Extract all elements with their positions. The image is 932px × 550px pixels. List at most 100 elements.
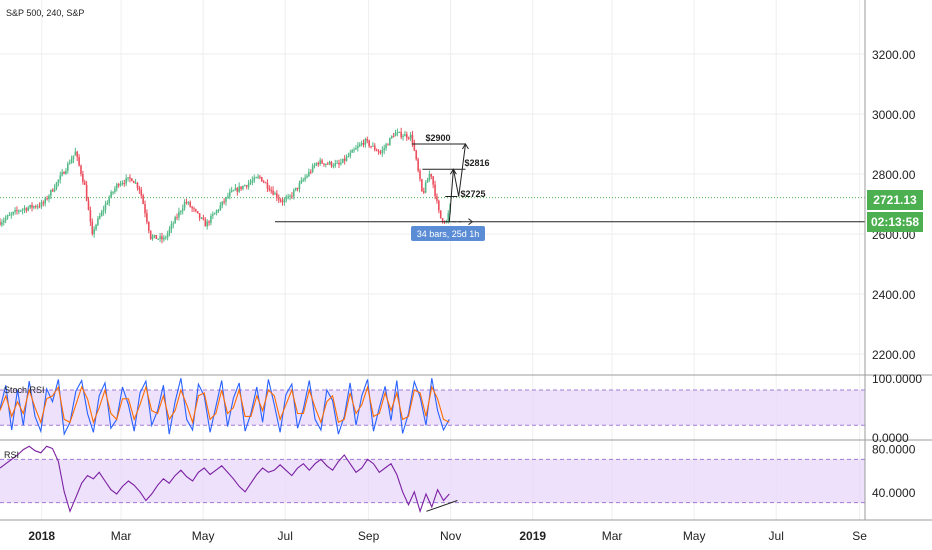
candle-body [274,193,276,195]
candle-body [89,210,92,222]
candle-body [215,210,218,213]
candle-body [357,146,359,149]
candle-body [33,206,35,208]
symbol-title[interactable]: S&P 500, 240, S&P [6,8,84,18]
candle-body [355,148,357,150]
candle-body [323,163,325,165]
candle-body [390,136,393,138]
candle-body [123,183,126,185]
candle-body [185,202,188,204]
candle-body [245,185,248,187]
time-tick-label: Jul [278,529,293,543]
price-tick-label: 3000.00 [872,108,916,122]
time-tick-label: Jul [769,529,784,543]
candle-body [10,213,13,215]
candle-body [413,142,416,151]
candle-body [65,170,67,174]
candle-body [394,133,397,137]
bars-range-badge[interactable]: 34 bars, 25d 1h [411,226,485,241]
candle-body [153,235,156,237]
time-tick-label: Sep [358,529,380,543]
candle-body [334,163,337,166]
candles [0,127,451,244]
annotation-2725[interactable]: $2725 [460,189,485,199]
price-tick-label: 3200.00 [872,48,916,62]
candle-body [279,199,282,202]
candle-body [411,134,414,143]
candle-body [238,186,240,192]
candle-body [306,175,308,178]
candle-body [189,202,192,207]
candle-body [347,155,350,157]
candle-body [136,182,139,188]
candle-body [57,179,60,183]
candle-body [110,192,112,198]
candle-body [328,161,331,164]
projection-path[interactable] [448,143,466,222]
time-tick-label: 2018 [28,529,55,543]
rsi-trendline[interactable] [426,500,458,512]
candle-body [132,181,135,184]
candle-body [23,208,26,210]
candle-body [311,165,314,172]
candle-body [232,190,235,192]
candle-body [210,215,212,223]
overbought-oversold-band [0,389,865,426]
candle-body [424,182,427,193]
candle-body [48,195,50,200]
candle-body [242,185,244,189]
candle-body [2,220,5,223]
candle-body [326,163,329,165]
candle-body [0,222,1,225]
candle-body [21,209,24,211]
candle-body [291,195,293,197]
candle-body [404,134,406,137]
candle-body [289,195,291,197]
candle-body [131,178,133,182]
candle-body [262,181,265,183]
candle-body [400,131,402,138]
candle-body [212,214,214,216]
candle-body [108,197,111,203]
candle-body [181,208,184,212]
candle-body [163,237,165,240]
candle-body [343,158,346,161]
time-tick-label: 2019 [519,529,546,543]
stoch-rsi-title[interactable]: Stoch RSI [4,385,45,395]
candle-body [144,203,146,214]
candle-body [93,229,95,234]
candle-body [166,233,169,238]
candle-body [161,236,163,240]
time-tick-label: May [192,529,215,543]
candle-body [251,180,254,183]
rsi-title[interactable]: RSI [4,450,19,460]
candle-body [42,202,45,204]
candle-body [370,146,372,148]
candle-body [364,139,367,145]
candle-body [439,210,442,219]
candle-body [358,144,361,147]
candle-body [36,206,39,208]
arrow-head [468,218,474,226]
arrow-head [462,143,469,150]
rsi-line [0,445,450,514]
annotation-2900[interactable]: $2900 [425,133,450,143]
candle-body [121,183,124,185]
annotation-2816[interactable]: $2816 [464,158,489,168]
candle-body [422,191,425,193]
candle-body [315,162,318,166]
candle-body [432,176,434,185]
candle-body [114,188,116,192]
candle-body [255,177,257,179]
candle-body [281,201,284,203]
candle-body [225,197,227,202]
candle-body [366,139,369,141]
candle-body [112,191,114,193]
candle-body [200,217,203,219]
candle-body [159,236,161,239]
drawing-tools[interactable] [275,143,865,512]
candle-body [78,156,80,166]
candle-body [146,213,148,223]
candle-body [140,189,143,196]
